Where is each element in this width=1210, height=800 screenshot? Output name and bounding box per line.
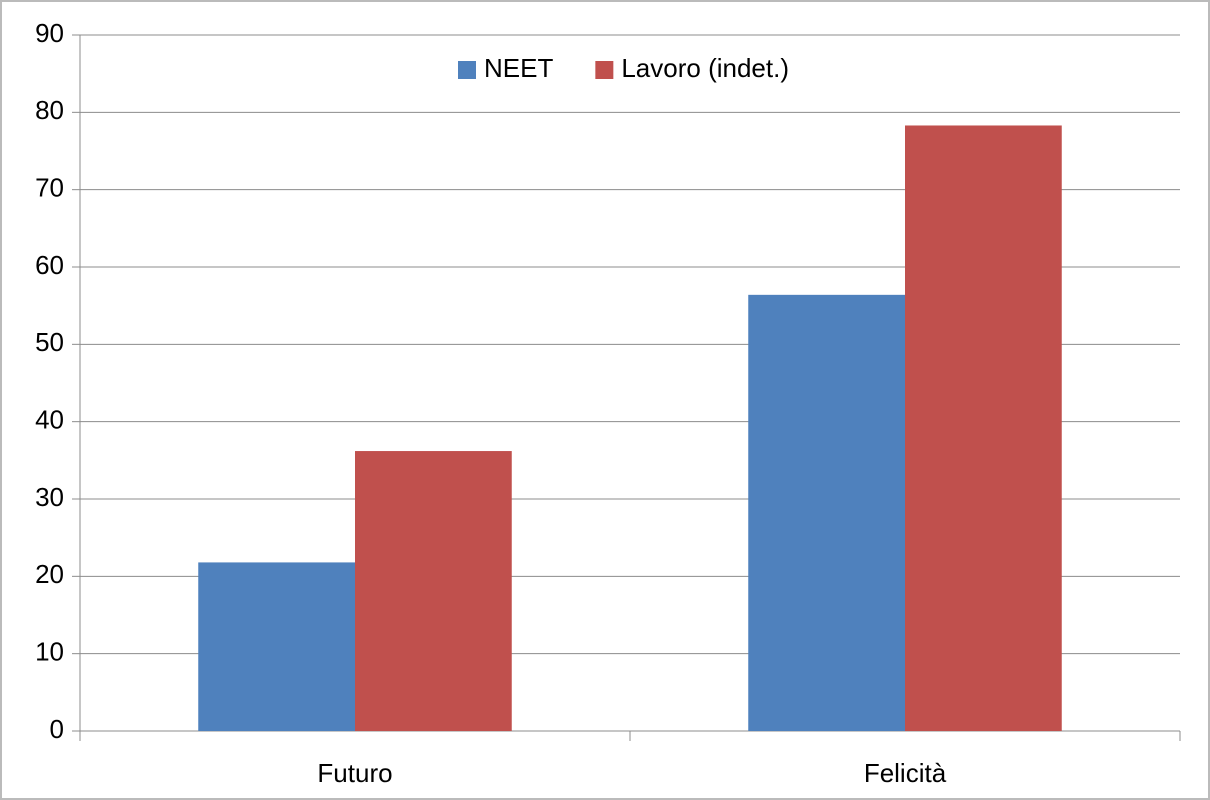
- y-tick-label: 30: [35, 482, 64, 512]
- legend-swatch: [458, 61, 476, 79]
- y-tick-label: 10: [35, 637, 64, 667]
- legend-label: Lavoro (indet.): [621, 53, 789, 83]
- legend-label: NEET: [484, 53, 553, 83]
- y-tick-label: 0: [50, 714, 64, 744]
- x-tick-label: Futuro: [317, 758, 392, 788]
- bar: [198, 562, 355, 731]
- y-tick-label: 70: [35, 173, 64, 203]
- y-tick-label: 20: [35, 559, 64, 589]
- legend-swatch: [595, 61, 614, 79]
- bar: [748, 294, 905, 731]
- x-tick-label: Felicità: [864, 758, 947, 788]
- bar: [905, 125, 1062, 732]
- y-tick-label: 40: [35, 405, 64, 435]
- y-tick-label: 50: [35, 327, 64, 357]
- y-tick-label: 60: [35, 250, 64, 280]
- y-tick-label: 90: [35, 18, 64, 48]
- bar: [355, 451, 512, 731]
- y-tick-label: 80: [35, 95, 64, 125]
